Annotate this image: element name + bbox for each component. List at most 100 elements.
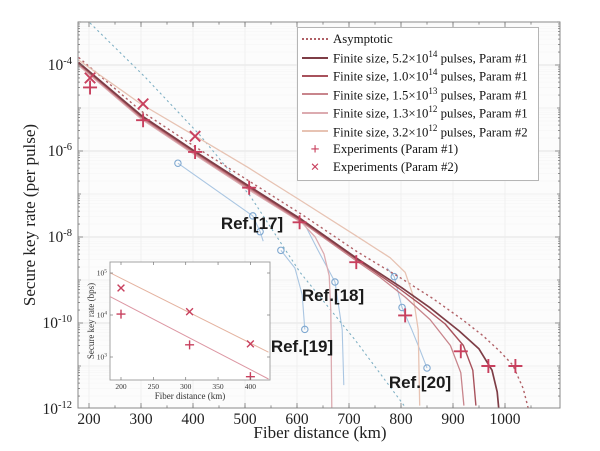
inset-x-marker xyxy=(185,307,194,316)
x-tick-label: 700 xyxy=(337,411,361,428)
legend-label: Finite size, 5.2×1014 pulses, Param #1 xyxy=(333,48,528,66)
inset-x-tick-label: 350 xyxy=(212,382,224,391)
ref19-circle-marker xyxy=(277,246,285,255)
legend-line-swatch xyxy=(302,74,328,77)
y-tick-label: 10-4 xyxy=(48,56,73,74)
x-tick-label: 200 xyxy=(77,411,101,428)
annotation-17: Ref.[17] xyxy=(220,214,284,233)
x-marker-param2 xyxy=(137,97,149,110)
plus-marker-param1 xyxy=(398,308,413,323)
annotation-20: Ref.[20] xyxy=(388,373,452,392)
legend-label: Experiments (Param #2) xyxy=(333,160,459,175)
series-ref18-line xyxy=(302,221,345,386)
ref17-circle-marker xyxy=(249,212,257,220)
tick-labels: 200 300 400 500 600 700 800 900 1000 10-4 10-6 10-8… xyxy=(43,56,521,428)
legend-label: Finite size, 1.5×1013 pulses, Param #1 xyxy=(333,85,528,102)
inset-y-axis-label: Secure key rate (bps) xyxy=(86,283,96,359)
plus-marker-param1 xyxy=(292,215,307,230)
inset-background xyxy=(109,261,271,381)
plus-marker-param1 xyxy=(242,180,257,195)
annotation-18: Ref.[18] xyxy=(301,286,365,305)
legend-label: Finite size, 1.0×1014 pulses, Param #1 xyxy=(333,67,528,84)
series-finite-1.5e13-param1-line xyxy=(78,63,465,406)
inset-plus-marker xyxy=(116,309,126,319)
x-tick-label: 300 xyxy=(129,411,153,428)
plus-marker-param1 xyxy=(349,255,364,270)
legend-item-2: Finite size, 1.0×1014 pulses, Param #1 xyxy=(302,67,535,85)
x-tick-label: 600 xyxy=(285,411,309,428)
legend-line-swatch xyxy=(302,56,328,59)
plus-marker-param1 xyxy=(83,80,98,95)
series-layer xyxy=(78,22,529,408)
x-tick-label: 1000 xyxy=(490,411,521,428)
plus-marker-param1 xyxy=(508,359,523,373)
legend-label: Finite size, 1.3×1012 pulses, Param #1 xyxy=(333,104,528,121)
x-tick-label: 800 xyxy=(389,411,413,428)
y-tick-label: 10-12 xyxy=(43,400,73,418)
series-ref17-line xyxy=(177,162,264,242)
inset-chart: 200 250 300 350 400 103 104 105 Fiber distance (… xyxy=(86,261,271,401)
plus-marker-param1 xyxy=(481,359,496,373)
ref18-circle-marker xyxy=(331,278,339,286)
x-tick-label: 900 xyxy=(441,411,465,428)
inset-x-marker xyxy=(246,340,255,348)
y-tick-label: 10-10 xyxy=(43,314,73,332)
plus-marker-param1 xyxy=(188,144,203,159)
legend-label: Experiments (Param #1) xyxy=(333,142,459,157)
inset-x-axis-label: Fiber distance (km) xyxy=(155,391,225,401)
inset-y-tick-label: 104 xyxy=(97,311,108,320)
plus-marker-param1 xyxy=(136,113,151,128)
legend-label: Finite size, 3.2×1012 pulses, Param #2 xyxy=(333,122,528,139)
inset-plus-marker xyxy=(185,340,195,350)
legend-line-swatch xyxy=(302,93,328,96)
inset-y-tick-label: 105 xyxy=(97,269,108,278)
legend-item-3: Finite size, 1.5×1013 pulses, Param #1 xyxy=(302,85,535,103)
legend: Asymptotic Finite size, 5.2×1014 pulses, … xyxy=(297,27,539,182)
legend-line-swatch xyxy=(302,38,328,41)
legend-line-swatch xyxy=(302,130,328,133)
inset-x-tick-label: 300 xyxy=(180,382,192,391)
legend-item-6: + Experiments (Param #1) xyxy=(302,140,535,158)
plus-marker-param1 xyxy=(453,344,468,359)
x-tick-label: 400 xyxy=(181,411,205,428)
legend-item-7: × Experiments (Param #2) xyxy=(302,159,535,177)
x-marker-param2 xyxy=(189,130,201,143)
series-ref20-line xyxy=(386,267,428,369)
inset-x-tick-label: 400 xyxy=(245,382,257,391)
ref20-circle-marker xyxy=(398,303,406,312)
series-repeaterless-bound-unlabeled-line xyxy=(89,22,405,406)
inset-x-tick-label: 250 xyxy=(148,382,160,391)
x-marker-param2 xyxy=(84,72,96,84)
x-axis-label: Fiber distance (km) xyxy=(253,423,387,442)
series-finite-3.2e12-param2-line xyxy=(78,59,421,406)
experiment-markers xyxy=(83,72,523,373)
ref19-circle-marker xyxy=(301,325,309,334)
series-finite-1.3e12-param1-line xyxy=(78,64,333,408)
axis-ticks xyxy=(78,21,560,408)
inset-x-tick-label: 200 xyxy=(115,382,127,391)
legend-line-swatch xyxy=(302,111,328,114)
inset-series-param1-model xyxy=(110,296,269,380)
ref20-circle-marker xyxy=(390,272,398,281)
legend-item-1: Finite size, 5.2×1014 pulses, Param #1 xyxy=(302,48,535,66)
inset-x-marker xyxy=(117,284,125,292)
legend-marker-swatch: × xyxy=(310,158,320,176)
legend-item-5: Finite size, 3.2×1012 pulses, Param #2 xyxy=(302,122,535,140)
annotation-19: Ref.[19] xyxy=(270,337,334,356)
legend-item-4: Finite size, 1.3×1012 pulses, Param #1 xyxy=(302,104,535,122)
series-finite-5.2e14-param1-line xyxy=(78,61,500,408)
series-ref19-line xyxy=(280,249,306,330)
y-axis-label: Secure key rate (per pulse) xyxy=(20,123,39,307)
plot-border xyxy=(77,21,561,409)
ref20-circle-marker xyxy=(423,364,431,372)
legend-item-0: Asymptotic xyxy=(302,30,535,48)
ref17-circle-marker xyxy=(256,227,264,236)
legend-label: Asymptotic xyxy=(333,31,393,46)
ref17-circle-marker xyxy=(174,159,182,167)
inset-y-tick-label: 103 xyxy=(97,353,108,362)
legend-marker-swatch: + xyxy=(310,140,320,158)
y-tick-label: 10-8 xyxy=(48,228,72,246)
y-tick-label: 10-6 xyxy=(48,142,72,160)
x-tick-label: 500 xyxy=(233,411,257,428)
